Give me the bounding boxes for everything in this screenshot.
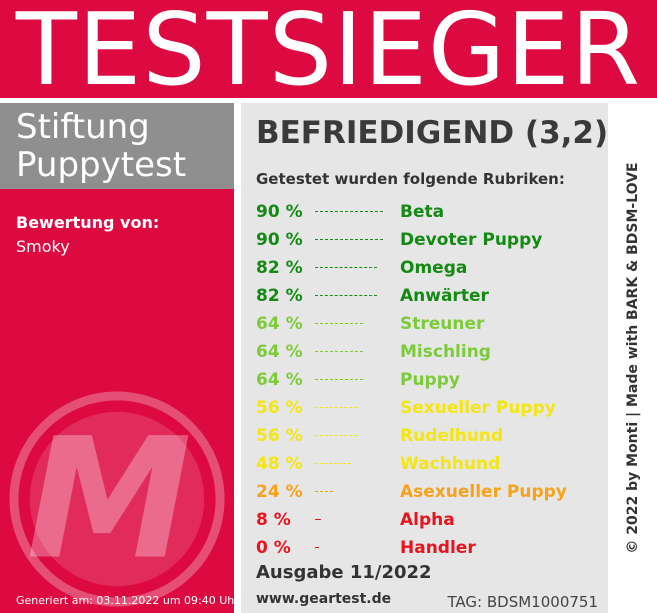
verdict-title: BEFRIEDIGEND (3,2) (256, 115, 608, 151)
rubric-leader-line (315, 211, 383, 212)
rubric-percent: 48 % (256, 454, 303, 474)
rubric-row: 56 % Sexueller Puppy (256, 394, 606, 422)
rubric-percent: 64 % (256, 342, 303, 362)
rubric-percent: 8 % (256, 510, 291, 530)
rubric-percent: 82 % (256, 258, 303, 278)
results-panel: BEFRIEDIGEND (3,2) Getestet wurden folge… (241, 103, 608, 613)
rubric-name: Mischling (400, 342, 491, 362)
rubric-leader-line (315, 267, 377, 268)
rubric-name: Devoter Puppy (400, 230, 543, 250)
rubric-row: 0 % Handler (256, 534, 606, 562)
rubric-row: 90 % Devoter Puppy (256, 226, 606, 254)
rubric-row: 8 % Alpha (256, 506, 606, 534)
rubric-leader-line (315, 323, 363, 324)
rubric-name: Handler (400, 538, 476, 558)
credit-strip: © 2022 by Monti | Made with BARK & BDSM-… (613, 103, 653, 613)
rubric-leader-line (315, 435, 357, 436)
rubric-leader-line (315, 239, 383, 240)
m-logo-icon: M (9, 391, 225, 607)
rubric-name: Rudelhund (400, 426, 504, 446)
rating-label: Bewertung von: (16, 213, 160, 232)
brand-line-2: Puppytest (16, 145, 187, 185)
rubric-leader-line (315, 463, 351, 464)
banner-title: TESTSIEGER (15, 0, 642, 108)
rubric-leader-line (315, 295, 377, 296)
rubric-percent: 90 % (256, 230, 303, 250)
issue-label: Ausgabe 11/2022 (256, 562, 432, 583)
rubric-row: 64 % Mischling (256, 338, 606, 366)
tag-label: TAG: BDSM1000751 (447, 593, 598, 611)
rubric-row: 56 % Rudelhund (256, 422, 606, 450)
rubric-name: Streuner (400, 314, 485, 334)
rubric-leader-line (315, 407, 357, 408)
rubric-percent: 64 % (256, 370, 303, 390)
rubric-percent: 24 % (256, 482, 303, 502)
logo-letter: M (26, 402, 192, 596)
rubric-name: Omega (400, 258, 468, 278)
rubric-row: 82 % Anwärter (256, 282, 606, 310)
rubric-row: 64 % Puppy (256, 366, 606, 394)
rubric-list: 90 % Beta 90 % Devoter Puppy 82 % Omega 82 % An… (256, 198, 606, 562)
left-panel: Stiftung Puppytest Bewertung von: Smoky … (0, 103, 234, 613)
rubric-leader-line (315, 547, 319, 548)
rubric-name: Puppy (400, 370, 460, 390)
rubric-leader-line (315, 519, 321, 520)
rubric-percent: 82 % (256, 286, 303, 306)
credit-text: © 2022 by Monti | Made with BARK & BDSM-… (625, 162, 641, 554)
rubric-heading: Getestet wurden folgende Rubriken: (256, 170, 565, 188)
rubric-percent: 90 % (256, 202, 303, 222)
brand-line-1: Stiftung (16, 107, 150, 147)
rubric-name: Anwärter (400, 286, 489, 306)
rubric-leader-line (315, 351, 363, 352)
rubric-row: 64 % Streuner (256, 310, 606, 338)
rubric-percent: 64 % (256, 314, 303, 334)
rubric-leader-line (315, 379, 363, 380)
website-label: www.geartest.de (256, 591, 392, 607)
rubric-row: 48 % Wachhund (256, 450, 606, 478)
generated-timestamp: Generiert am: 03.11.2022 um 09:40 Uhr (16, 594, 234, 607)
rubric-percent: 56 % (256, 398, 303, 418)
rubric-row: 82 % Omega (256, 254, 606, 282)
rubric-name: Sexueller Puppy (400, 398, 556, 418)
rubric-name: Beta (400, 202, 445, 222)
rubric-name: Wachhund (400, 454, 501, 474)
rubric-name: Alpha (400, 510, 455, 530)
rubric-percent: 56 % (256, 426, 303, 446)
rubric-percent: 0 % (256, 538, 291, 558)
rubric-row: 90 % Beta (256, 198, 606, 226)
brand-box: Stiftung Puppytest (0, 103, 234, 189)
rubric-row: 24 % Asexueller Puppy (256, 478, 606, 506)
rubric-leader-line (315, 491, 333, 492)
header-banner: TESTSIEGER (0, 0, 657, 106)
rating-name: Smoky (16, 237, 70, 256)
rubric-name: Asexueller Puppy (400, 482, 567, 502)
